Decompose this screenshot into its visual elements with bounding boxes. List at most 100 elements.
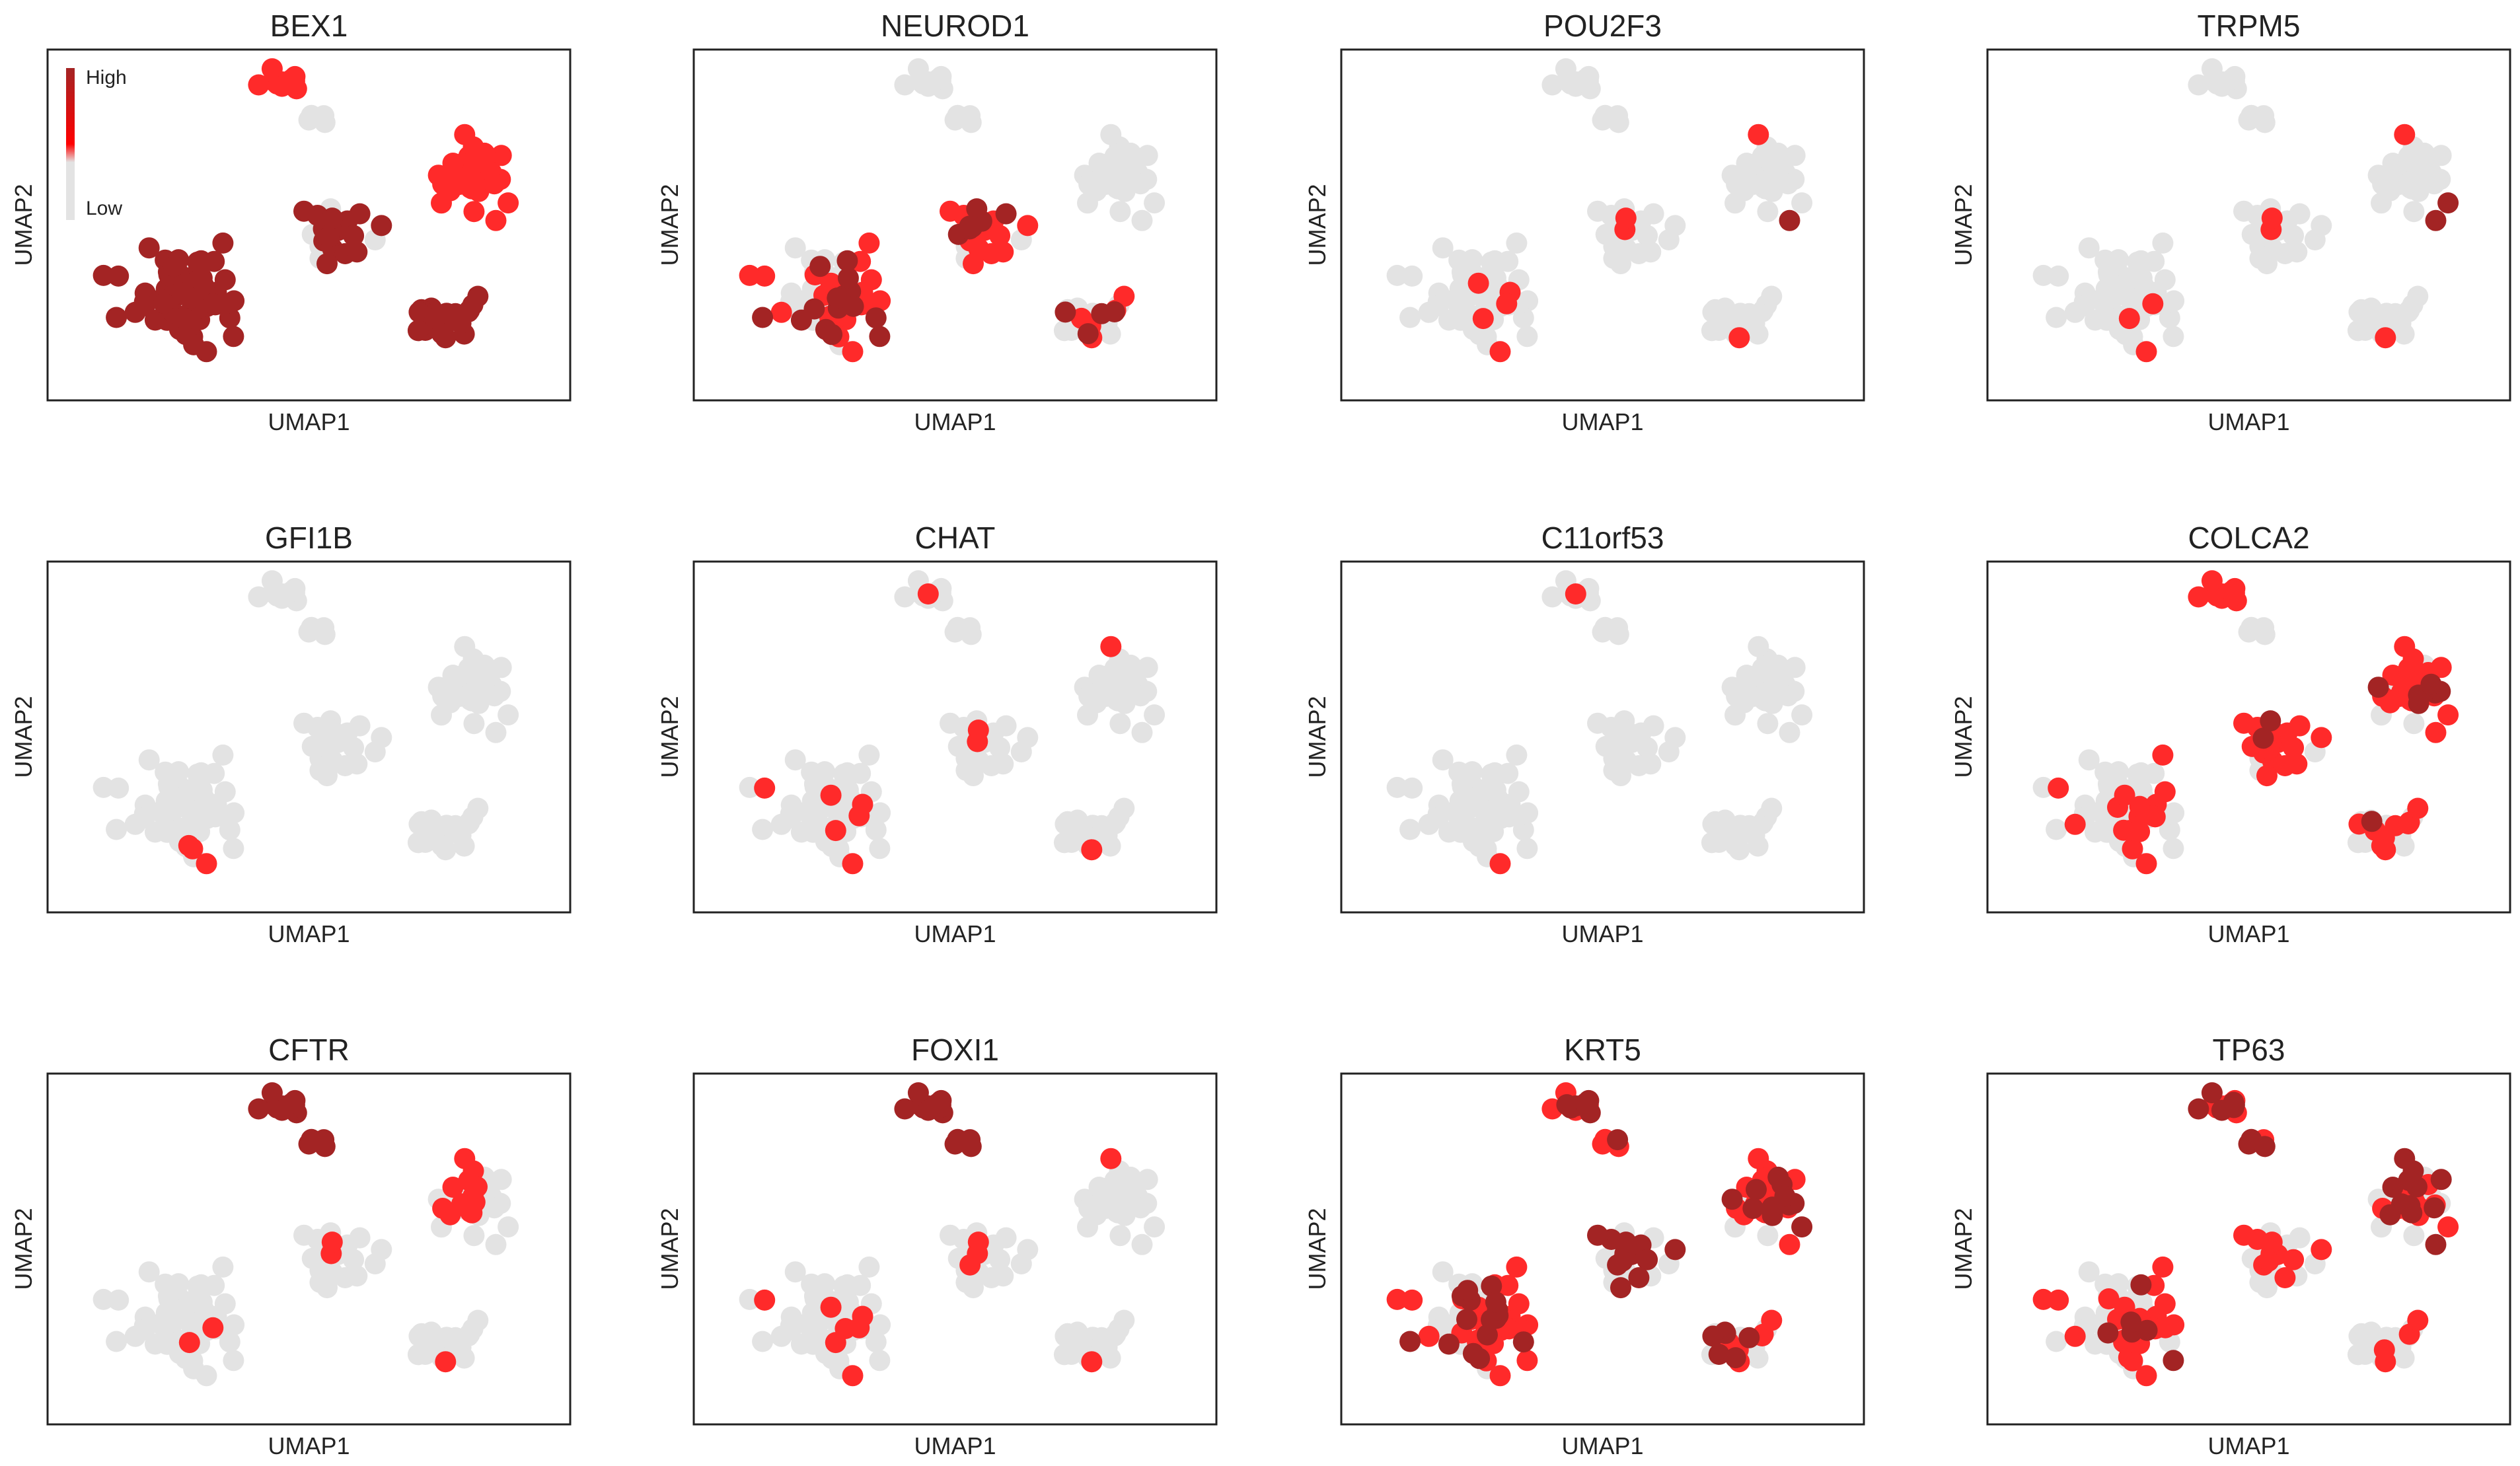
cell-point — [837, 1291, 859, 1313]
cell-point — [466, 664, 488, 686]
y-axis-label: UMAP2 — [656, 696, 683, 778]
cell-point — [2032, 264, 2054, 286]
cell-point — [2103, 768, 2125, 789]
cell-point — [1594, 616, 1616, 638]
cell-point — [1401, 265, 1423, 287]
cell-point — [467, 797, 489, 819]
cell-point — [1399, 819, 1421, 840]
cell-point — [2135, 1365, 2157, 1387]
cell-point — [93, 1288, 114, 1310]
panel-title-bex1: BEX1 — [270, 9, 348, 43]
cell-point — [1761, 797, 1783, 819]
cell-point — [2289, 1227, 2311, 1249]
cell-point — [1555, 58, 1576, 80]
cell-point — [739, 776, 760, 798]
cell-point — [204, 1274, 225, 1296]
cell-point — [349, 1227, 371, 1249]
points-tp63 — [2032, 1082, 2459, 1387]
cell-point — [349, 203, 371, 225]
cell-point — [1055, 813, 1076, 835]
cell-point — [106, 819, 128, 840]
cell-point — [2048, 1289, 2069, 1311]
cell-point — [869, 1350, 891, 1372]
cell-point — [2403, 713, 2425, 735]
cell-point — [183, 1358, 205, 1379]
cell-point — [2241, 1128, 2262, 1150]
cell-point — [163, 1280, 185, 1301]
cell-point — [1472, 308, 1494, 330]
cell-point — [435, 1351, 457, 1373]
points-trpm5 — [2032, 58, 2459, 363]
cell-point — [2241, 104, 2262, 126]
cell-point — [173, 307, 195, 329]
cell-point — [820, 784, 842, 806]
cell-point — [1702, 301, 1724, 323]
cell-point — [1728, 327, 1750, 349]
cell-point — [2241, 616, 2262, 638]
cell-point — [1113, 664, 1134, 686]
cell-point — [498, 192, 519, 214]
cell-point — [2163, 326, 2184, 348]
cell-point — [842, 853, 864, 875]
panel-title-pou2f3: POU2F3 — [1543, 9, 1662, 43]
cell-point — [2233, 200, 2254, 222]
cell-point — [1131, 1233, 1153, 1255]
cell-point — [850, 1274, 871, 1296]
cell-point — [2389, 686, 2410, 708]
cell-point — [212, 1256, 234, 1278]
cell-point — [1481, 251, 1502, 273]
cell-point — [2256, 1277, 2278, 1299]
cell-point — [1512, 1331, 1534, 1353]
cell-point — [1742, 1198, 1764, 1220]
cell-point — [907, 58, 929, 80]
cell-point — [1612, 1250, 1633, 1272]
legend-high-label: High — [86, 67, 127, 89]
cell-point — [2131, 1291, 2153, 1313]
cell-point — [940, 1224, 961, 1246]
cell-point — [2407, 797, 2429, 819]
cell-point — [191, 267, 213, 289]
panel-cftr: CFTR UMAP1 UMAP2 — [10, 1033, 572, 1459]
cell-point — [1481, 763, 1502, 785]
cell-point — [809, 768, 831, 789]
cell-point — [2233, 712, 2254, 734]
panel-pou2f3: POU2F3 UMAP1 UMAP2 — [1304, 9, 1865, 435]
cell-point — [248, 1098, 270, 1120]
cell-point — [1757, 201, 1779, 223]
cell-point — [261, 1082, 283, 1104]
cell-point — [108, 1289, 130, 1311]
x-axis-label: UMAP1 — [268, 920, 350, 947]
cell-point — [809, 1280, 831, 1301]
cell-point — [2403, 1225, 2425, 1247]
cell-point — [2364, 307, 2386, 329]
cell-point — [1055, 301, 1076, 323]
cell-point — [2032, 1288, 2054, 1310]
cell-point — [1109, 713, 1131, 735]
cell-point — [1761, 285, 1783, 307]
cell-point — [1401, 777, 1423, 799]
cell-point — [1643, 715, 1664, 737]
cell-point — [1742, 174, 1764, 196]
cell-point — [1565, 583, 1586, 605]
cell-point — [1144, 192, 1166, 214]
cell-point — [927, 69, 949, 90]
cell-point — [1701, 832, 1723, 854]
cell-point — [498, 1216, 519, 1238]
cell-point — [1779, 721, 1800, 743]
cell-point — [2127, 763, 2149, 785]
cell-point — [2425, 209, 2447, 231]
cell-point — [752, 819, 774, 840]
cell-point — [1587, 712, 1608, 734]
cell-point — [293, 200, 315, 222]
cell-point — [2131, 779, 2153, 801]
cell-point — [1017, 727, 1039, 749]
cell-point — [2382, 665, 2404, 686]
cell-point — [2260, 710, 2281, 732]
cell-point — [917, 583, 939, 605]
cell-point — [484, 1197, 505, 1219]
cell-point — [2152, 744, 2174, 766]
cell-point — [321, 1231, 343, 1253]
cell-point — [1081, 839, 1103, 861]
cell-point — [1748, 636, 1769, 657]
cell-point — [93, 776, 114, 798]
